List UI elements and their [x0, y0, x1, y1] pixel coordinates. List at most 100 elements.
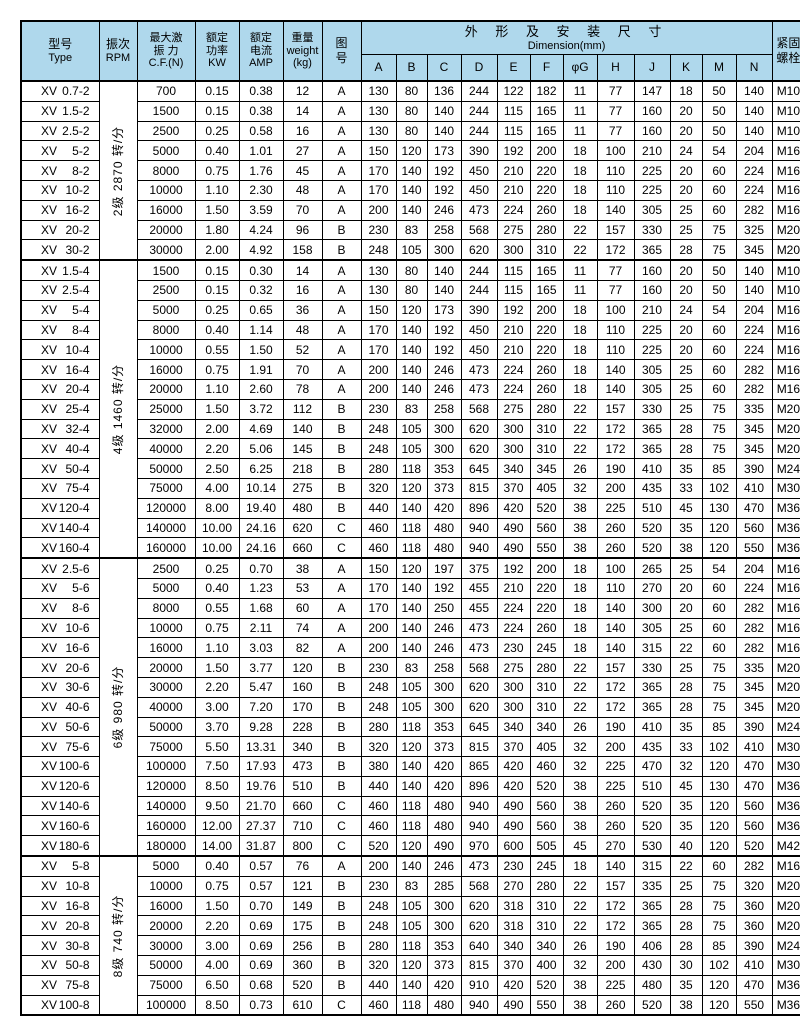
cell-dim-g: 22 — [562, 239, 598, 261]
cell-dim-d: 390 — [460, 140, 498, 162]
cell-bolt: M36 — [771, 517, 800, 539]
cell-dim-a: 170 — [360, 597, 397, 619]
cell-dim-d: 244 — [460, 120, 498, 142]
model-size: 160-4 — [58, 540, 90, 555]
cell-dim-e: 210 — [496, 577, 531, 599]
cell-dim-k: 20 — [669, 279, 703, 301]
cell-dim-j: 406 — [633, 935, 671, 957]
cell-dim-e: 115 — [496, 279, 531, 301]
cell-dim-m: 120 — [701, 994, 737, 1016]
cell-dim-k: 20 — [669, 160, 703, 181]
cell-dim-a: 230 — [360, 875, 397, 897]
cell-model: XV 180-6 — [20, 835, 100, 857]
table-row: XV 20-2 20000 1.80 4.24 96 B 230 83 258 568 275 280 2… — [20, 219, 800, 241]
model-series: XV — [41, 640, 58, 655]
model-series: XV — [41, 501, 58, 516]
cell-dim-k: 38 — [669, 994, 703, 1016]
cell-dim-k: 28 — [669, 438, 703, 460]
cell-dim-k: 45 — [669, 497, 703, 519]
cell-dim-h: 200 — [596, 736, 635, 758]
cell-dim-j: 365 — [633, 239, 671, 261]
cell-bolt: M36 — [771, 497, 800, 519]
cell-weight: 16 — [282, 279, 323, 301]
cell-model: XV 40-6 — [20, 696, 100, 718]
cell-amp: 0.30 — [238, 259, 284, 281]
table-row: XV 2.5-6 6级 980 转/分 2500 0.25 0.70 38 A 150 120 19… — [20, 557, 800, 857]
cell-dim-c: 140 — [426, 120, 462, 142]
cell-dim-n: 224 — [735, 577, 773, 599]
col-header-dim-b: B — [395, 54, 428, 82]
col-header-model: 型号 Type — [20, 20, 100, 82]
model-size: 2.5-6 — [62, 561, 90, 576]
cell-weight: 620 — [282, 517, 323, 539]
cell-dim-h: 140 — [596, 855, 635, 877]
cell-dim-d: 940 — [460, 795, 498, 817]
cell-dim-e: 490 — [496, 815, 531, 837]
cell-dim-b: 120 — [395, 736, 428, 758]
cell-dim-b: 80 — [395, 279, 428, 301]
cell-amp: 4.69 — [238, 418, 284, 440]
cell-kw: 0.25 — [194, 120, 240, 142]
model-size: 0.7-2 — [62, 84, 90, 99]
cell-dim-m: 130 — [701, 497, 737, 519]
model-series: XV — [41, 978, 58, 993]
cell-dim-a: 320 — [360, 955, 397, 976]
cell-dim-d: 473 — [460, 199, 498, 221]
cell-dim-k: 28 — [669, 239, 703, 261]
cell-fig: A — [321, 577, 362, 599]
cell-cf: 5000 — [136, 855, 196, 877]
cell-dim-d: 455 — [460, 597, 498, 619]
cell-model: XV 120-6 — [20, 775, 100, 797]
cell-dim-g: 11 — [562, 100, 598, 122]
cell-model: XV 5-2 — [20, 140, 100, 162]
cell-dim-j: 510 — [633, 497, 671, 519]
model-series: XV — [41, 222, 58, 237]
model-size: 8-4 — [72, 322, 90, 337]
cell-dim-g: 38 — [562, 537, 598, 559]
cell-kw: 2.00 — [194, 239, 240, 261]
cell-dim-e: 490 — [496, 994, 531, 1016]
cell-dim-e: 300 — [496, 239, 531, 261]
cell-bolt: M20 — [771, 676, 800, 698]
cell-dim-g: 22 — [562, 895, 598, 917]
cell-model: XV 10-2 — [20, 179, 100, 201]
cell-dim-c: 480 — [426, 815, 462, 837]
col-header-dim-k: K — [669, 54, 703, 82]
cell-dim-c: 246 — [426, 199, 462, 221]
cell-dim-n: 410 — [735, 736, 773, 758]
cell-dim-b: 80 — [395, 79, 428, 102]
cell-dim-c: 300 — [426, 696, 462, 718]
rpm-group-cell: 8级 740 转/分 — [98, 855, 138, 1016]
cell-kw: 0.15 — [194, 100, 240, 122]
cell-amp: 9.28 — [238, 716, 284, 738]
model-series: XV — [41, 700, 58, 715]
model-size: 2.5-2 — [62, 123, 90, 138]
cell-weight: 360 — [282, 955, 323, 976]
table-row: XV 120-4 120000 8.00 19.40 480 B 440 140 420 896 42… — [20, 497, 800, 519]
cell-bolt: M16 — [771, 199, 800, 221]
model-size: 8-2 — [72, 163, 90, 178]
cell-dim-n: 390 — [735, 935, 773, 957]
cell-cf: 10000 — [136, 875, 196, 897]
cell-fig: A — [321, 637, 362, 659]
col-header-dimensions: 外 形 及 安 装 尺 寸 Dimension(mm) — [360, 20, 773, 55]
cell-model: XV 2.5-4 — [20, 279, 100, 301]
cell-model: XV 16-6 — [20, 637, 100, 659]
cell-dim-j: 210 — [633, 140, 671, 162]
cell-dim-b: 140 — [395, 497, 428, 519]
cell-amp: 19.76 — [238, 775, 284, 797]
cell-bolt: M24 — [771, 935, 800, 957]
cell-dim-e: 340 — [496, 458, 531, 479]
cell-dim-n: 282 — [735, 378, 773, 400]
cell-model: XV 50-8 — [20, 955, 100, 976]
table-row: XV 20-6 20000 1.50 3.77 120 B 230 83 258 568 275 280… — [20, 657, 800, 678]
cell-dim-k: 22 — [669, 637, 703, 659]
model-series: XV — [41, 461, 58, 476]
model-series: XV — [41, 84, 58, 99]
dimensions-title-cn: 外 形 及 安 装 尺 寸 — [464, 24, 669, 39]
cell-kw: 0.40 — [194, 855, 240, 877]
model-series: XV — [41, 263, 58, 278]
cell-dim-f: 200 — [529, 299, 564, 321]
cell-fig: B — [321, 915, 362, 937]
cell-dim-m: 50 — [701, 100, 737, 122]
